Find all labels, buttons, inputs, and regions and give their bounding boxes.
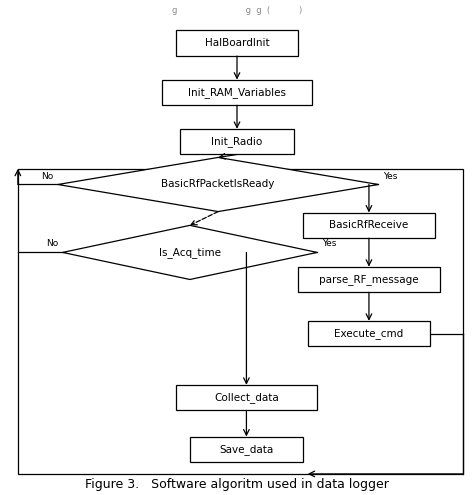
Bar — [18, 169, 463, 474]
Polygon shape — [58, 157, 378, 211]
Text: parse_RF_message: parse_RF_message — [319, 274, 419, 285]
Bar — [162, 80, 312, 105]
Bar — [181, 129, 293, 154]
Text: Figure 3.   Software algoritm used in data logger: Figure 3. Software algoritm used in data… — [85, 478, 389, 491]
Text: Save_data: Save_data — [219, 444, 273, 455]
Bar — [176, 30, 298, 56]
Text: g                          g  g  (           ): g g g ( ) — [172, 6, 302, 15]
Text: No: No — [46, 240, 58, 248]
Text: Collect_data: Collect_data — [214, 392, 279, 403]
Text: No: No — [41, 172, 53, 181]
Text: Init_Radio: Init_Radio — [211, 136, 263, 147]
Text: BasicRfReceive: BasicRfReceive — [329, 220, 409, 230]
Text: HalBoardInit: HalBoardInit — [205, 38, 269, 48]
Bar — [190, 437, 303, 462]
Bar — [298, 267, 439, 292]
Text: Is_Acq_time: Is_Acq_time — [159, 247, 221, 258]
Polygon shape — [63, 225, 317, 280]
Bar — [303, 212, 435, 238]
Text: Init_RAM_Variables: Init_RAM_Variables — [188, 87, 286, 98]
Text: Yes: Yes — [322, 240, 336, 248]
Text: BasicRfPacketIsReady: BasicRfPacketIsReady — [162, 180, 275, 190]
Bar — [176, 385, 317, 410]
Text: Yes: Yes — [383, 172, 398, 181]
Bar — [308, 321, 430, 346]
Text: Execute_cmd: Execute_cmd — [334, 328, 403, 339]
